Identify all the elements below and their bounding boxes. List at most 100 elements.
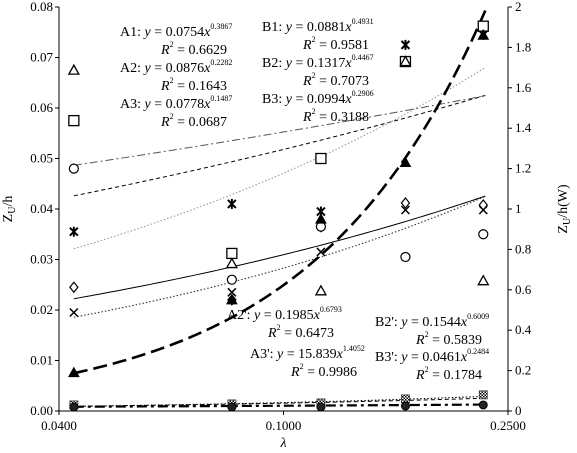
equation-text: B3': y = 0.0461x0.2484 xyxy=(375,347,489,365)
data-point-triangle-open xyxy=(477,274,490,286)
r-squared-text: R2 = 0.9581 xyxy=(302,35,369,53)
data-markers xyxy=(67,20,490,412)
r-squared-text: R2 = 0.6473 xyxy=(267,323,334,341)
y-right-tick-label: 0.8 xyxy=(515,241,531,256)
y-left-tick-label: 0.03 xyxy=(30,252,53,267)
data-point-circle xyxy=(400,251,411,263)
data-point-x xyxy=(69,307,79,318)
data-point-square xyxy=(315,152,327,165)
equation-text: B3: y = 0.0994x0.2906 xyxy=(262,89,374,107)
fit-curve-a2p xyxy=(73,395,486,407)
y-left-tick-label: 0.04 xyxy=(30,201,53,216)
data-point-filled-circle xyxy=(227,402,237,412)
equation-text: A2': y = 0.1985x0.6793 xyxy=(227,305,342,323)
data-point-triangle-filled xyxy=(477,29,490,40)
data-point-triangle-open xyxy=(399,55,412,67)
data-point-filled-circle xyxy=(478,400,488,410)
data-point-x xyxy=(478,205,488,215)
r-squared-text: R2 = 0.6629 xyxy=(160,40,227,58)
r-squared-text: R2 = 0.7073 xyxy=(302,71,369,89)
data-point-diamond xyxy=(400,196,411,209)
equation-text: B1: y = 0.0881x0.4931 xyxy=(262,17,374,35)
data-point-x xyxy=(316,247,326,257)
fit-curve-b2p xyxy=(73,397,486,407)
r-squared-text: R2 = 0.3188 xyxy=(302,107,369,125)
y-right-tick-label: 0.4 xyxy=(515,322,532,337)
y-right-tick-label: 1.6 xyxy=(515,80,532,95)
data-point-circle xyxy=(478,229,489,240)
data-point-circle xyxy=(68,163,79,174)
data-point-square xyxy=(68,114,80,127)
data-point-asterisk xyxy=(227,198,237,209)
data-point-triangle-filled xyxy=(68,366,80,378)
equation-text: A3': y = 15.839x1.4052 xyxy=(250,344,365,362)
y-left-tick-label: 0.08 xyxy=(30,0,53,14)
data-point-triangle-open xyxy=(225,257,238,269)
equation-text: B2': y = 0.1544x0.6009 xyxy=(375,312,489,330)
y-right-tick-label: 0 xyxy=(515,403,522,418)
y-right-tick-label: 1.8 xyxy=(515,39,531,54)
y-left-axis-title: ZU/h xyxy=(1,196,18,223)
equation-text: A1: y = 0.0754x0.3867 xyxy=(120,22,232,40)
y-left-tick-label: 0.01 xyxy=(30,353,53,368)
y-left-tick-label: 0.02 xyxy=(30,302,53,317)
fit-lines xyxy=(73,9,487,408)
fit-curve-a1 xyxy=(73,195,486,300)
fit-curve-a3p xyxy=(73,9,487,375)
data-point-filled-circle xyxy=(316,402,326,412)
data-point-x xyxy=(227,287,237,297)
data-point-hatched-square xyxy=(478,390,488,400)
data-point-diamond xyxy=(69,281,79,294)
x-tick-label: 0.0400 xyxy=(41,418,77,433)
fit-curve-b1 xyxy=(73,195,486,318)
fit-curve-b3p xyxy=(73,403,486,408)
y-right-tick-label: 1.4 xyxy=(515,120,532,135)
fit-curve-a2 xyxy=(73,94,486,197)
y-left-tick-label: 0.06 xyxy=(30,100,53,115)
fit-curve-a3 xyxy=(73,95,486,166)
r-squared-text: R2 = 0.1643 xyxy=(160,76,227,94)
y-left-tick-label: 0.00 xyxy=(30,403,53,418)
x-tick-label: 0.2500 xyxy=(490,418,526,433)
y-right-tick-label: 0.2 xyxy=(515,363,531,378)
data-point-diamond xyxy=(478,198,489,211)
equation-text: B2: y = 0.1317x0.4467 xyxy=(262,53,374,71)
data-point-asterisk xyxy=(69,226,79,237)
data-point-triangle-filled xyxy=(315,213,327,224)
data-point-x xyxy=(400,205,410,215)
data-point-triangle-open xyxy=(67,63,80,75)
r-squared-text: R2 = 0.9986 xyxy=(290,362,357,380)
x-tick-label: 0.1000 xyxy=(266,418,302,433)
r-squared-text: R2 = 0.0687 xyxy=(160,112,227,130)
data-point-circle xyxy=(226,274,237,285)
r-squared-text: R2 = 0.1784 xyxy=(415,365,482,383)
data-point-square xyxy=(226,247,238,260)
data-point-triangle-filled xyxy=(399,156,412,168)
y-right-tick-label: 2 xyxy=(515,0,522,14)
y-left-tick-label: 0.07 xyxy=(30,50,53,65)
x-axis-title: λ xyxy=(279,436,286,451)
y-right-tick-label: 1.2 xyxy=(515,161,531,176)
y-right-axis-title: ZU/h(W) xyxy=(556,184,573,234)
r-squared-text: R2 = 0.5839 xyxy=(415,330,482,348)
y-left-tick-label: 0.05 xyxy=(30,151,53,166)
data-point-triangle-filled xyxy=(226,293,238,305)
data-point-asterisk xyxy=(400,39,411,50)
equation-text: A3: y = 0.0778x0.1487 xyxy=(120,94,232,112)
data-point-triangle-open xyxy=(314,284,328,296)
fit-curve-b2 xyxy=(73,66,486,250)
